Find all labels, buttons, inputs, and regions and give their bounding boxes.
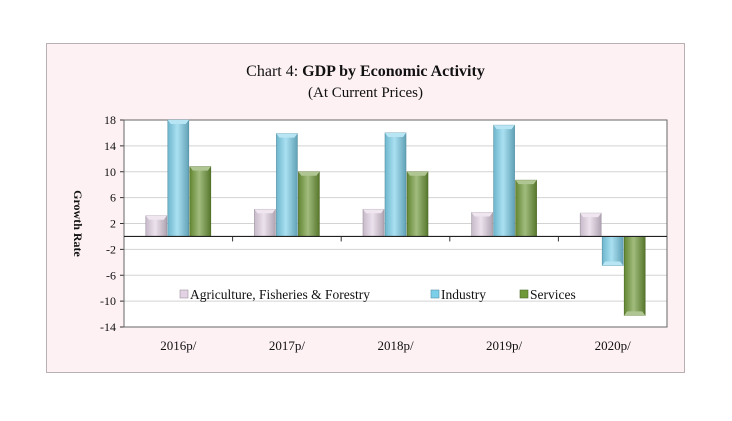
- bar-cap: [363, 209, 384, 214]
- chart-plot: 18 14 10 6 2 -2 -6 -10 -14 2016p/2017p/2018p/2019…: [71, 113, 668, 353]
- x-tick-label: 2018p/: [377, 338, 414, 353]
- y-tick-label: -6: [106, 268, 116, 282]
- y-tick-label: -10: [100, 294, 116, 308]
- y-tick-label: 10: [104, 165, 116, 179]
- bar-cap: [515, 180, 537, 185]
- bar-cap: [580, 213, 602, 218]
- bar-services-2019p: [515, 179, 537, 237]
- x-tick-label: 2019p/: [486, 338, 522, 353]
- bar-cap: [276, 133, 298, 138]
- x-tick-label: 2016p/: [160, 338, 197, 353]
- bar-agriculture-2017p: [254, 208, 276, 237]
- x-tick-label: 2017p/: [269, 338, 306, 353]
- bar-services-2020p: [623, 236, 646, 316]
- bar-cap: [167, 120, 189, 124]
- chart-subtitle: (At Current Prices): [308, 85, 423, 101]
- bar-cap: [145, 215, 167, 220]
- y-tick-label: 6: [110, 191, 116, 205]
- legend-label: Services: [530, 287, 576, 302]
- bar-services-2016p: [189, 166, 212, 237]
- bar-cap: [385, 132, 406, 137]
- y-tick-label: 14: [104, 139, 116, 153]
- legend-swatch: [519, 289, 529, 299]
- chart-title-main: GDP by Economic Activity: [302, 63, 485, 80]
- plot-frame: [123, 119, 668, 328]
- y-tick-label: 2: [110, 217, 116, 231]
- bar-industry-2017p: [276, 133, 298, 237]
- bar-cap: [493, 125, 515, 130]
- bar-cap: [407, 171, 428, 176]
- bar-industry-2016p: [167, 119, 190, 237]
- bar-agriculture-2018p: [362, 208, 385, 237]
- bar-cap: [602, 261, 624, 266]
- legend-swatch: [430, 289, 440, 299]
- chart-card: Chart 4: GDP by Economic Activity (At Cu…: [46, 43, 685, 373]
- bar-cap: [254, 209, 276, 214]
- y-tick-label: -2: [106, 242, 116, 256]
- legend-label: Agriculture, Fisheries & Forestry: [190, 287, 370, 302]
- chart-title-prefix: Chart 4:: [246, 63, 303, 80]
- x-tick-label: 2020p/: [595, 338, 632, 353]
- bar-services-2017p: [298, 171, 320, 237]
- bar-industry-2018p: [384, 132, 407, 237]
- bar-industry-2019p: [493, 124, 515, 237]
- chart-title: Chart 4: GDP by Economic Activity: [47, 63, 684, 81]
- bar-industry-2020p: [601, 236, 624, 266]
- legend-label: Industry: [441, 287, 486, 302]
- bar-cap: [471, 212, 493, 217]
- bar-services-2018p: [406, 171, 429, 237]
- y-tick-label: -14: [100, 320, 116, 334]
- bar-cap: [298, 171, 320, 176]
- legend-swatch: [179, 289, 189, 299]
- y-tick-label: 18: [104, 113, 116, 127]
- bar-cap: [624, 311, 646, 316]
- bar-cap: [189, 166, 211, 171]
- y-axis-label: Growth Rate: [71, 190, 85, 257]
